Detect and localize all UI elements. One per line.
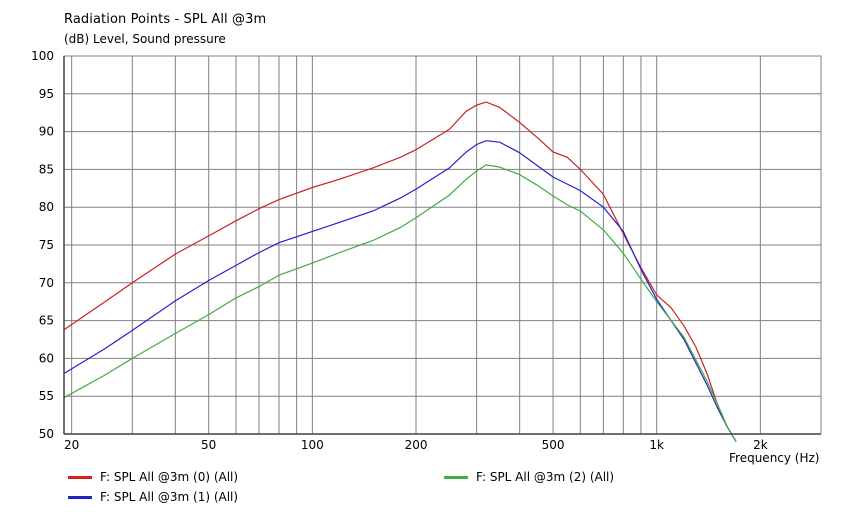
x-tick-label: 20 [64, 438, 79, 452]
legend-label-1: F: SPL All @3m (1) (All) [100, 490, 239, 504]
x-tick-label: 2k [753, 438, 768, 452]
series-lines [63, 101, 737, 442]
y-tick-label: 60 [39, 351, 54, 365]
legend-item-0: F: SPL All @3m (0) (All) [68, 470, 238, 484]
legend-label-2: F: SPL All @3m (2) (All) [476, 470, 615, 484]
x-tick-label: 500 [542, 438, 565, 452]
y-tick-label: 95 [39, 87, 54, 101]
legend-swatch-2 [444, 475, 468, 479]
x-tick-label: 100 [301, 438, 324, 452]
y-tick-label: 100 [31, 49, 54, 63]
y-tick-label: 55 [39, 389, 54, 403]
series-line-1 [63, 140, 737, 442]
y-tick-label: 75 [39, 238, 54, 252]
y-tick-label: 50 [39, 427, 54, 441]
legend-item-1: F: SPL All @3m (1) (All) [68, 490, 238, 504]
x-tick-label: 1k [649, 438, 664, 452]
series-line-2 [63, 164, 737, 442]
y-tick-label: 65 [39, 314, 54, 328]
y-tick-labels: 50 55 60 65 70 75 80 85 90 95 100 [31, 49, 54, 441]
x-tick-labels: 20 50 100 200 500 1k 2k [64, 438, 768, 452]
chart-title: Radiation Points - SPL All @3m [64, 12, 267, 27]
y-tick-label: 90 [39, 125, 54, 139]
x-tick-label: 50 [201, 438, 216, 452]
y-tick-label: 85 [39, 162, 54, 176]
legend-swatch-0 [68, 475, 92, 479]
x-axis-label: Frequency (Hz) [729, 451, 820, 465]
legend-label-0: F: SPL All @3m (0) (All) [100, 470, 239, 484]
y-tick-label: 80 [39, 200, 54, 214]
legend-item-2: F: SPL All @3m (2) (All) [444, 470, 614, 484]
x-tick-label: 200 [405, 438, 428, 452]
y-axis-label: (dB) Level, Sound pressure [64, 32, 226, 46]
legend-swatch-1 [68, 495, 92, 499]
series-line-0 [63, 101, 737, 442]
y-tick-label: 70 [39, 276, 54, 290]
axes [63, 55, 822, 435]
grid [64, 55, 821, 435]
